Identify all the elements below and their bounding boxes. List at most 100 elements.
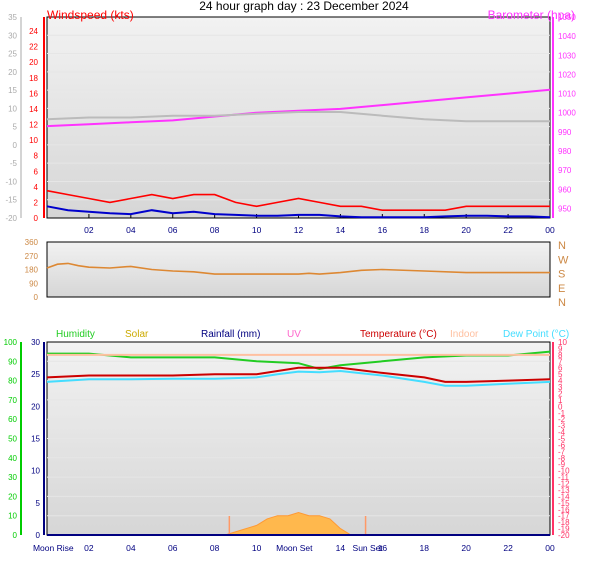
y-tick-label: -2 xyxy=(558,415,566,424)
y-tick-label: -20 xyxy=(5,214,17,223)
y-tick-label: -11 xyxy=(558,473,570,482)
y-tick-label: 30 xyxy=(31,338,40,347)
series-dew-point-c- xyxy=(46,369,551,387)
y-tick-label: -15 xyxy=(5,196,17,205)
x-tick-label: 10 xyxy=(252,225,262,235)
y-tick-label: 2 xyxy=(34,198,39,207)
y-tick-label: -20 xyxy=(558,531,570,540)
legend-temperature-c-: Temperature (°C) xyxy=(360,329,437,340)
y-tick-label: -14 xyxy=(558,492,570,501)
y-tick-label: 5 xyxy=(36,499,41,508)
series-average xyxy=(46,205,551,219)
y-tick-label: -5 xyxy=(10,159,18,168)
x-tick-label: 16 xyxy=(378,225,388,235)
page-title: 24 hour graph day : 23 December 2024 xyxy=(199,0,409,13)
y-tick-label: 4 xyxy=(34,183,39,192)
y-tick-label: -9 xyxy=(558,460,566,469)
y-tick-label: 9 xyxy=(558,344,563,353)
x-tick-label: 20 xyxy=(461,225,471,235)
y-tick-label: 2 xyxy=(558,389,563,398)
y-tick-label: -7 xyxy=(558,447,566,456)
y-tick-label: -10 xyxy=(5,177,17,186)
legend-humidity: Humidity xyxy=(56,329,95,340)
x-tick-label: 16 xyxy=(378,543,388,553)
x-tick-label: 00 xyxy=(545,225,555,235)
y-tick-label: 10 xyxy=(558,338,567,347)
legend-rainfall-mm-: Rainfall (mm) xyxy=(201,329,260,340)
x-tick-label: 18 xyxy=(420,225,430,235)
x-tick-label: Moon Rise xyxy=(33,543,74,553)
y-tick-label: 0 xyxy=(558,402,563,411)
y-tick-label: -17 xyxy=(558,512,570,521)
y-tick-label: 60 xyxy=(8,415,17,424)
y-tick-label: 1010 xyxy=(558,90,576,99)
y-tick-label: 16 xyxy=(29,89,38,98)
y-tick-label: 20 xyxy=(8,68,17,77)
y-tick-label: -8 xyxy=(558,454,566,463)
y-tick-label: 990 xyxy=(558,128,572,137)
legend-windspeed: Windspeed (kts) xyxy=(47,8,134,22)
y-tick-label: 1050 xyxy=(558,13,576,22)
x-tick-label: Sun Set xyxy=(353,543,384,553)
y-tick-label: -6 xyxy=(558,441,566,450)
y-tick-label: 10 xyxy=(8,512,17,521)
y-tick-label: 0 xyxy=(13,141,18,150)
y-tick-label: 270 xyxy=(25,252,39,261)
legend-dew-point-c-: Dew Point (°C) xyxy=(503,329,569,340)
x-tick-label: 02 xyxy=(84,543,94,553)
y-tick-label: 6 xyxy=(558,364,563,373)
y-tick-label: 4 xyxy=(558,377,563,386)
y-tick-label: 35 xyxy=(8,13,17,22)
y-tick-label: 100 xyxy=(4,338,18,347)
x-tick-label: 06 xyxy=(168,543,178,553)
y-tick-label: -5 xyxy=(558,435,566,444)
y-tick-label: 14 xyxy=(29,105,38,114)
x-tick-label: 06 xyxy=(168,225,178,235)
y-tick-label: -15 xyxy=(558,499,570,508)
y-tick-label: -16 xyxy=(558,505,570,514)
y-tick-label: 20 xyxy=(29,58,38,67)
y-tick-label: 0 xyxy=(13,531,18,540)
compass-label: S xyxy=(558,269,565,281)
y-tick-label: 22 xyxy=(29,43,38,52)
compass-label: N xyxy=(558,297,566,309)
y-tick-label: 10 xyxy=(8,104,17,113)
legend-barometer: Barometer (hpa) xyxy=(488,8,575,22)
x-tick-label: 14 xyxy=(336,225,346,235)
x-tick-label: 22 xyxy=(503,543,513,553)
y-tick-label: 15 xyxy=(8,86,17,95)
y-tick-label: 80 xyxy=(8,377,17,386)
x-tick-label: 04 xyxy=(126,543,136,553)
x-tick-label: 14 xyxy=(336,543,346,553)
y-tick-label: 18 xyxy=(29,74,38,83)
y-tick-label: 20 xyxy=(31,402,40,411)
y-tick-label: -3 xyxy=(558,422,566,431)
x-tick-label: 22 xyxy=(503,225,513,235)
y-tick-label: 8 xyxy=(558,351,563,360)
y-tick-label: 1030 xyxy=(558,51,576,60)
y-tick-label: 50 xyxy=(8,435,17,444)
x-tick-label: 08 xyxy=(210,225,220,235)
y-tick-label: 5 xyxy=(13,123,18,132)
y-tick-label: 0 xyxy=(34,293,39,302)
y-tick-label: 8 xyxy=(34,152,39,161)
y-tick-label: 980 xyxy=(558,147,572,156)
y-tick-label: 40 xyxy=(8,454,17,463)
y-tick-label: 70 xyxy=(8,396,17,405)
y-tick-label: 7 xyxy=(558,357,563,366)
y-tick-label: 20 xyxy=(8,492,17,501)
dir-plot-area xyxy=(46,241,551,298)
legend-solar: Solar xyxy=(125,329,149,340)
y-tick-label: 90 xyxy=(8,357,17,366)
y-tick-label: -19 xyxy=(558,525,570,534)
x-tick-label: 00 xyxy=(545,543,555,553)
legend-uv: UV xyxy=(287,329,301,340)
series-windspeed-kts- xyxy=(46,189,550,211)
y-tick-label: 970 xyxy=(558,166,572,175)
y-tick-label: 3 xyxy=(558,383,563,392)
y-tick-label: -13 xyxy=(558,486,570,495)
series-wind-direction xyxy=(46,262,550,275)
y-tick-label: 10 xyxy=(31,467,40,476)
